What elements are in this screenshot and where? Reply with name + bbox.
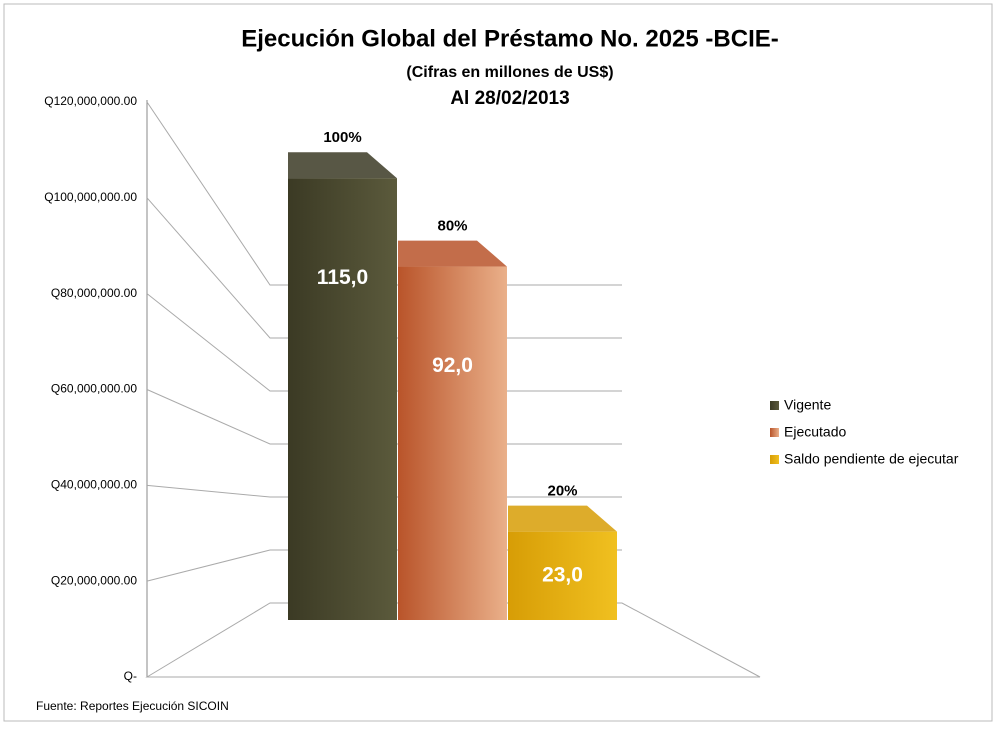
floor <box>145 602 761 678</box>
bar <box>398 266 507 620</box>
bar <box>508 531 617 620</box>
share-label: 20% <box>547 483 577 500</box>
bar-top <box>398 240 507 267</box>
value-label: 115,0 <box>317 266 368 289</box>
bar <box>288 178 397 621</box>
legend-label: Ejecutado <box>784 424 846 440</box>
y-tick-label: Q80,000,000.00 <box>51 286 137 300</box>
source-note: Fuente: Reportes Ejecución SICOIN <box>36 699 229 713</box>
share-label: 100% <box>323 129 361 146</box>
value-label: 23,0 <box>542 563 583 586</box>
bar-top <box>288 152 397 179</box>
y-tick-label: Q60,000,000.00 <box>51 382 137 396</box>
y-tick-label: Q40,000,000.00 <box>51 478 137 492</box>
legend-swatch <box>770 401 779 410</box>
value-label: 92,0 <box>432 354 473 377</box>
legend-swatch <box>770 455 779 464</box>
legend-label: Vigente <box>784 397 831 413</box>
y-tick-label: Q20,000,000.00 <box>51 573 137 587</box>
y-tick-label: Q100,000,000.00 <box>44 190 137 204</box>
legend-label: Saldo pendiente de ejecutar <box>784 451 959 467</box>
chart-date: Al 28/02/2013 <box>450 88 569 109</box>
legend-swatch <box>770 428 779 437</box>
bar-top <box>508 505 617 532</box>
y-tick-label: Q- <box>124 669 137 683</box>
chart-subtitle: (Cifras en millones de US$) <box>406 64 613 81</box>
chart-title: Ejecución Global del Préstamo No. 2025 -… <box>241 25 778 52</box>
share-label: 80% <box>437 218 467 235</box>
y-tick-label: Q120,000,000.00 <box>44 94 137 108</box>
